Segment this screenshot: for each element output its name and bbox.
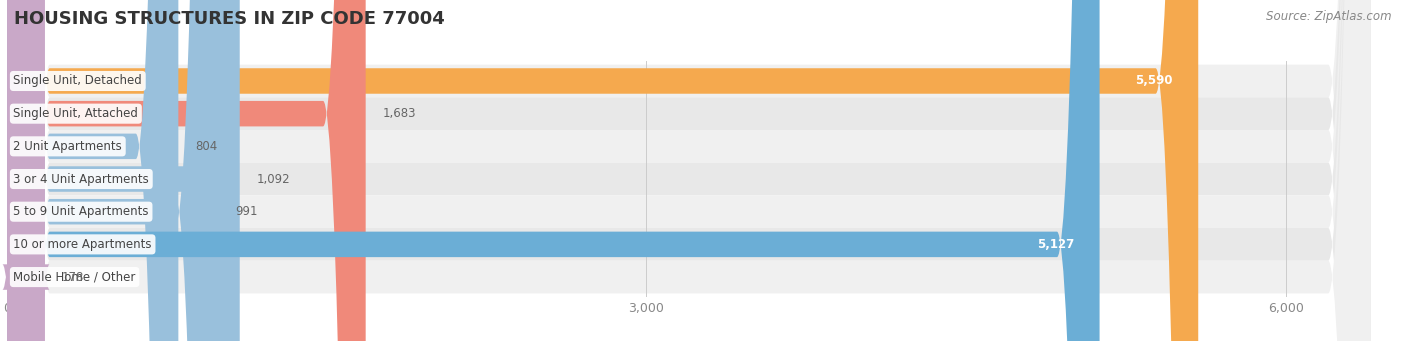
Text: 1,683: 1,683 [382,107,416,120]
FancyBboxPatch shape [7,0,1371,341]
FancyBboxPatch shape [7,0,179,341]
Text: 991: 991 [235,205,257,218]
FancyBboxPatch shape [7,0,1371,341]
Text: 178: 178 [62,270,84,284]
FancyBboxPatch shape [7,0,1371,341]
Text: Source: ZipAtlas.com: Source: ZipAtlas.com [1267,10,1392,23]
Text: Mobile Home / Other: Mobile Home / Other [14,270,136,284]
Text: Single Unit, Detached: Single Unit, Detached [14,74,142,88]
FancyBboxPatch shape [7,0,218,341]
FancyBboxPatch shape [7,0,1371,341]
FancyBboxPatch shape [7,0,1099,341]
FancyBboxPatch shape [7,0,1371,341]
FancyBboxPatch shape [7,0,240,341]
Text: 5 to 9 Unit Apartments: 5 to 9 Unit Apartments [14,205,149,218]
FancyBboxPatch shape [7,0,366,341]
Text: 10 or more Apartments: 10 or more Apartments [14,238,152,251]
Text: 5,590: 5,590 [1135,74,1173,88]
Text: Single Unit, Attached: Single Unit, Attached [14,107,138,120]
Text: 804: 804 [195,140,218,153]
Text: 2 Unit Apartments: 2 Unit Apartments [14,140,122,153]
FancyBboxPatch shape [3,0,49,341]
FancyBboxPatch shape [7,0,1371,341]
Text: 5,127: 5,127 [1036,238,1074,251]
Text: 3 or 4 Unit Apartments: 3 or 4 Unit Apartments [14,173,149,186]
FancyBboxPatch shape [7,0,1371,341]
FancyBboxPatch shape [7,0,1198,341]
Text: 1,092: 1,092 [257,173,291,186]
Text: HOUSING STRUCTURES IN ZIP CODE 77004: HOUSING STRUCTURES IN ZIP CODE 77004 [14,10,444,28]
